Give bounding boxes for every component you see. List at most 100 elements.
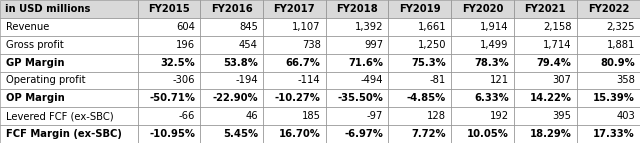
Text: 75.3%: 75.3% [412, 58, 446, 67]
Text: 10.05%: 10.05% [467, 129, 509, 139]
Bar [138, 125, 200, 143]
Text: Levered FCF (ex-SBC): Levered FCF (ex-SBC) [6, 111, 114, 121]
Bar [200, 125, 263, 143]
Text: GP Margin: GP Margin [6, 58, 65, 67]
Text: in USD millions: in USD millions [5, 4, 90, 14]
Text: 2,325: 2,325 [606, 22, 635, 32]
Text: FY2020: FY2020 [462, 4, 503, 14]
Bar [200, 0, 263, 18]
Text: FY2021: FY2021 [524, 4, 566, 14]
Bar [577, 72, 640, 89]
Bar [388, 36, 451, 54]
Text: 71.6%: 71.6% [348, 58, 383, 67]
Text: 1,914: 1,914 [480, 22, 509, 32]
Bar [451, 107, 514, 125]
Text: Revenue: Revenue [6, 22, 50, 32]
Text: 53.8%: 53.8% [223, 58, 258, 67]
Bar [514, 0, 577, 18]
Bar [0, 72, 138, 89]
Bar [138, 18, 200, 36]
Text: 403: 403 [616, 111, 635, 121]
Bar [514, 107, 577, 125]
Bar [263, 36, 326, 54]
Text: 16.70%: 16.70% [279, 129, 321, 139]
Bar [138, 72, 200, 89]
Text: 32.5%: 32.5% [161, 58, 195, 67]
Text: 1,499: 1,499 [480, 40, 509, 50]
Bar [263, 107, 326, 125]
Text: 2,158: 2,158 [543, 22, 572, 32]
Bar [263, 0, 326, 18]
Bar [263, 89, 326, 107]
Text: 1,661: 1,661 [417, 22, 446, 32]
Bar [577, 36, 640, 54]
Text: 192: 192 [490, 111, 509, 121]
Bar [388, 107, 451, 125]
Text: 185: 185 [301, 111, 321, 121]
Bar [326, 54, 388, 72]
Text: FY2017: FY2017 [273, 4, 316, 14]
Text: 18.29%: 18.29% [530, 129, 572, 139]
Bar [451, 54, 514, 72]
Text: 1,714: 1,714 [543, 40, 572, 50]
Bar [0, 18, 138, 36]
Bar [514, 18, 577, 36]
Bar [263, 18, 326, 36]
Bar [577, 18, 640, 36]
Bar [388, 0, 451, 18]
Text: OP Margin: OP Margin [6, 93, 65, 103]
Bar [200, 72, 263, 89]
Text: 15.39%: 15.39% [593, 93, 635, 103]
Bar [138, 0, 200, 18]
Text: 121: 121 [490, 76, 509, 85]
Bar [138, 54, 200, 72]
Bar [263, 125, 326, 143]
Text: FY2018: FY2018 [336, 4, 378, 14]
Bar [0, 107, 138, 125]
Text: 5.45%: 5.45% [223, 129, 258, 139]
Bar [326, 0, 388, 18]
Bar [451, 125, 514, 143]
Bar [577, 54, 640, 72]
Bar [0, 89, 138, 107]
Text: FY2019: FY2019 [399, 4, 441, 14]
Text: -66: -66 [179, 111, 195, 121]
Bar [326, 72, 388, 89]
Text: 80.9%: 80.9% [600, 58, 635, 67]
Text: 196: 196 [176, 40, 195, 50]
Bar [451, 72, 514, 89]
Text: 6.33%: 6.33% [474, 93, 509, 103]
Bar [388, 89, 451, 107]
Bar [451, 36, 514, 54]
Text: 1,392: 1,392 [355, 22, 383, 32]
Bar [200, 36, 263, 54]
Text: -114: -114 [298, 76, 321, 85]
Bar [138, 107, 200, 125]
Text: 1,107: 1,107 [292, 22, 321, 32]
Bar [200, 107, 263, 125]
Bar [514, 54, 577, 72]
Text: Operating profit: Operating profit [6, 76, 86, 85]
Bar [0, 54, 138, 72]
Bar [451, 0, 514, 18]
Bar [200, 18, 263, 36]
Text: 79.4%: 79.4% [537, 58, 572, 67]
Text: -97: -97 [367, 111, 383, 121]
Text: 66.7%: 66.7% [286, 58, 321, 67]
Bar [577, 0, 640, 18]
Bar [388, 18, 451, 36]
Bar [263, 72, 326, 89]
Text: -306: -306 [173, 76, 195, 85]
Text: 845: 845 [239, 22, 258, 32]
Text: 454: 454 [239, 40, 258, 50]
Text: -81: -81 [430, 76, 446, 85]
Bar [263, 54, 326, 72]
Text: 738: 738 [302, 40, 321, 50]
Bar [138, 36, 200, 54]
Bar [514, 125, 577, 143]
Text: -50.71%: -50.71% [149, 93, 195, 103]
Bar [388, 125, 451, 143]
Bar [326, 18, 388, 36]
Text: -10.95%: -10.95% [149, 129, 195, 139]
Text: 358: 358 [616, 76, 635, 85]
